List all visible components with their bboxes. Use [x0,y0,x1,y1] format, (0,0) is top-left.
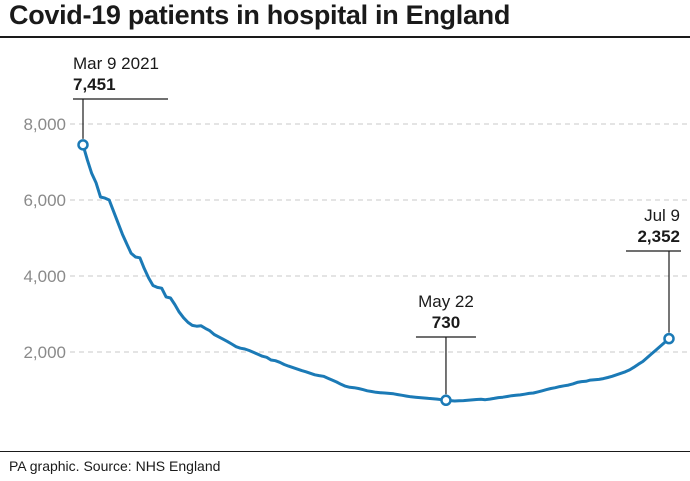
data-point-marker [440,394,452,407]
gridlines [70,123,690,353]
data-point-marker [663,332,675,345]
y-tick-label: 6,000 [23,191,66,210]
annotations: Mar 9 2021 7,451 May 22 730 Jul 9 2,352 [73,54,681,407]
annotation-value: 7,451 [73,75,116,94]
annotation-date: Jul 9 [644,206,680,225]
series-line [81,143,671,403]
annotation-value: 2,352 [637,227,680,246]
source-note: PA graphic. Source: NHS England [9,458,221,474]
data-point-marker [77,139,89,151]
y-tick-label: 2,000 [23,343,66,362]
y-tick-label: 4,000 [23,267,66,286]
chart-title: Covid-19 patients in hospital in England [9,0,511,30]
y-tick-label: 8,000 [23,115,66,134]
annotation-date: Mar 9 2021 [73,54,159,73]
series-line-layer [81,143,671,403]
annotation-value: 730 [432,313,460,332]
annotation-date: May 22 [418,292,474,311]
line-chart: 2,000 4,000 6,000 8,000 Mar 9 2021 7,451 May … [23,54,690,407]
title-divider [0,36,690,38]
y-axis-ticks: 2,000 4,000 6,000 8,000 [23,115,66,362]
footer-divider [0,451,690,452]
